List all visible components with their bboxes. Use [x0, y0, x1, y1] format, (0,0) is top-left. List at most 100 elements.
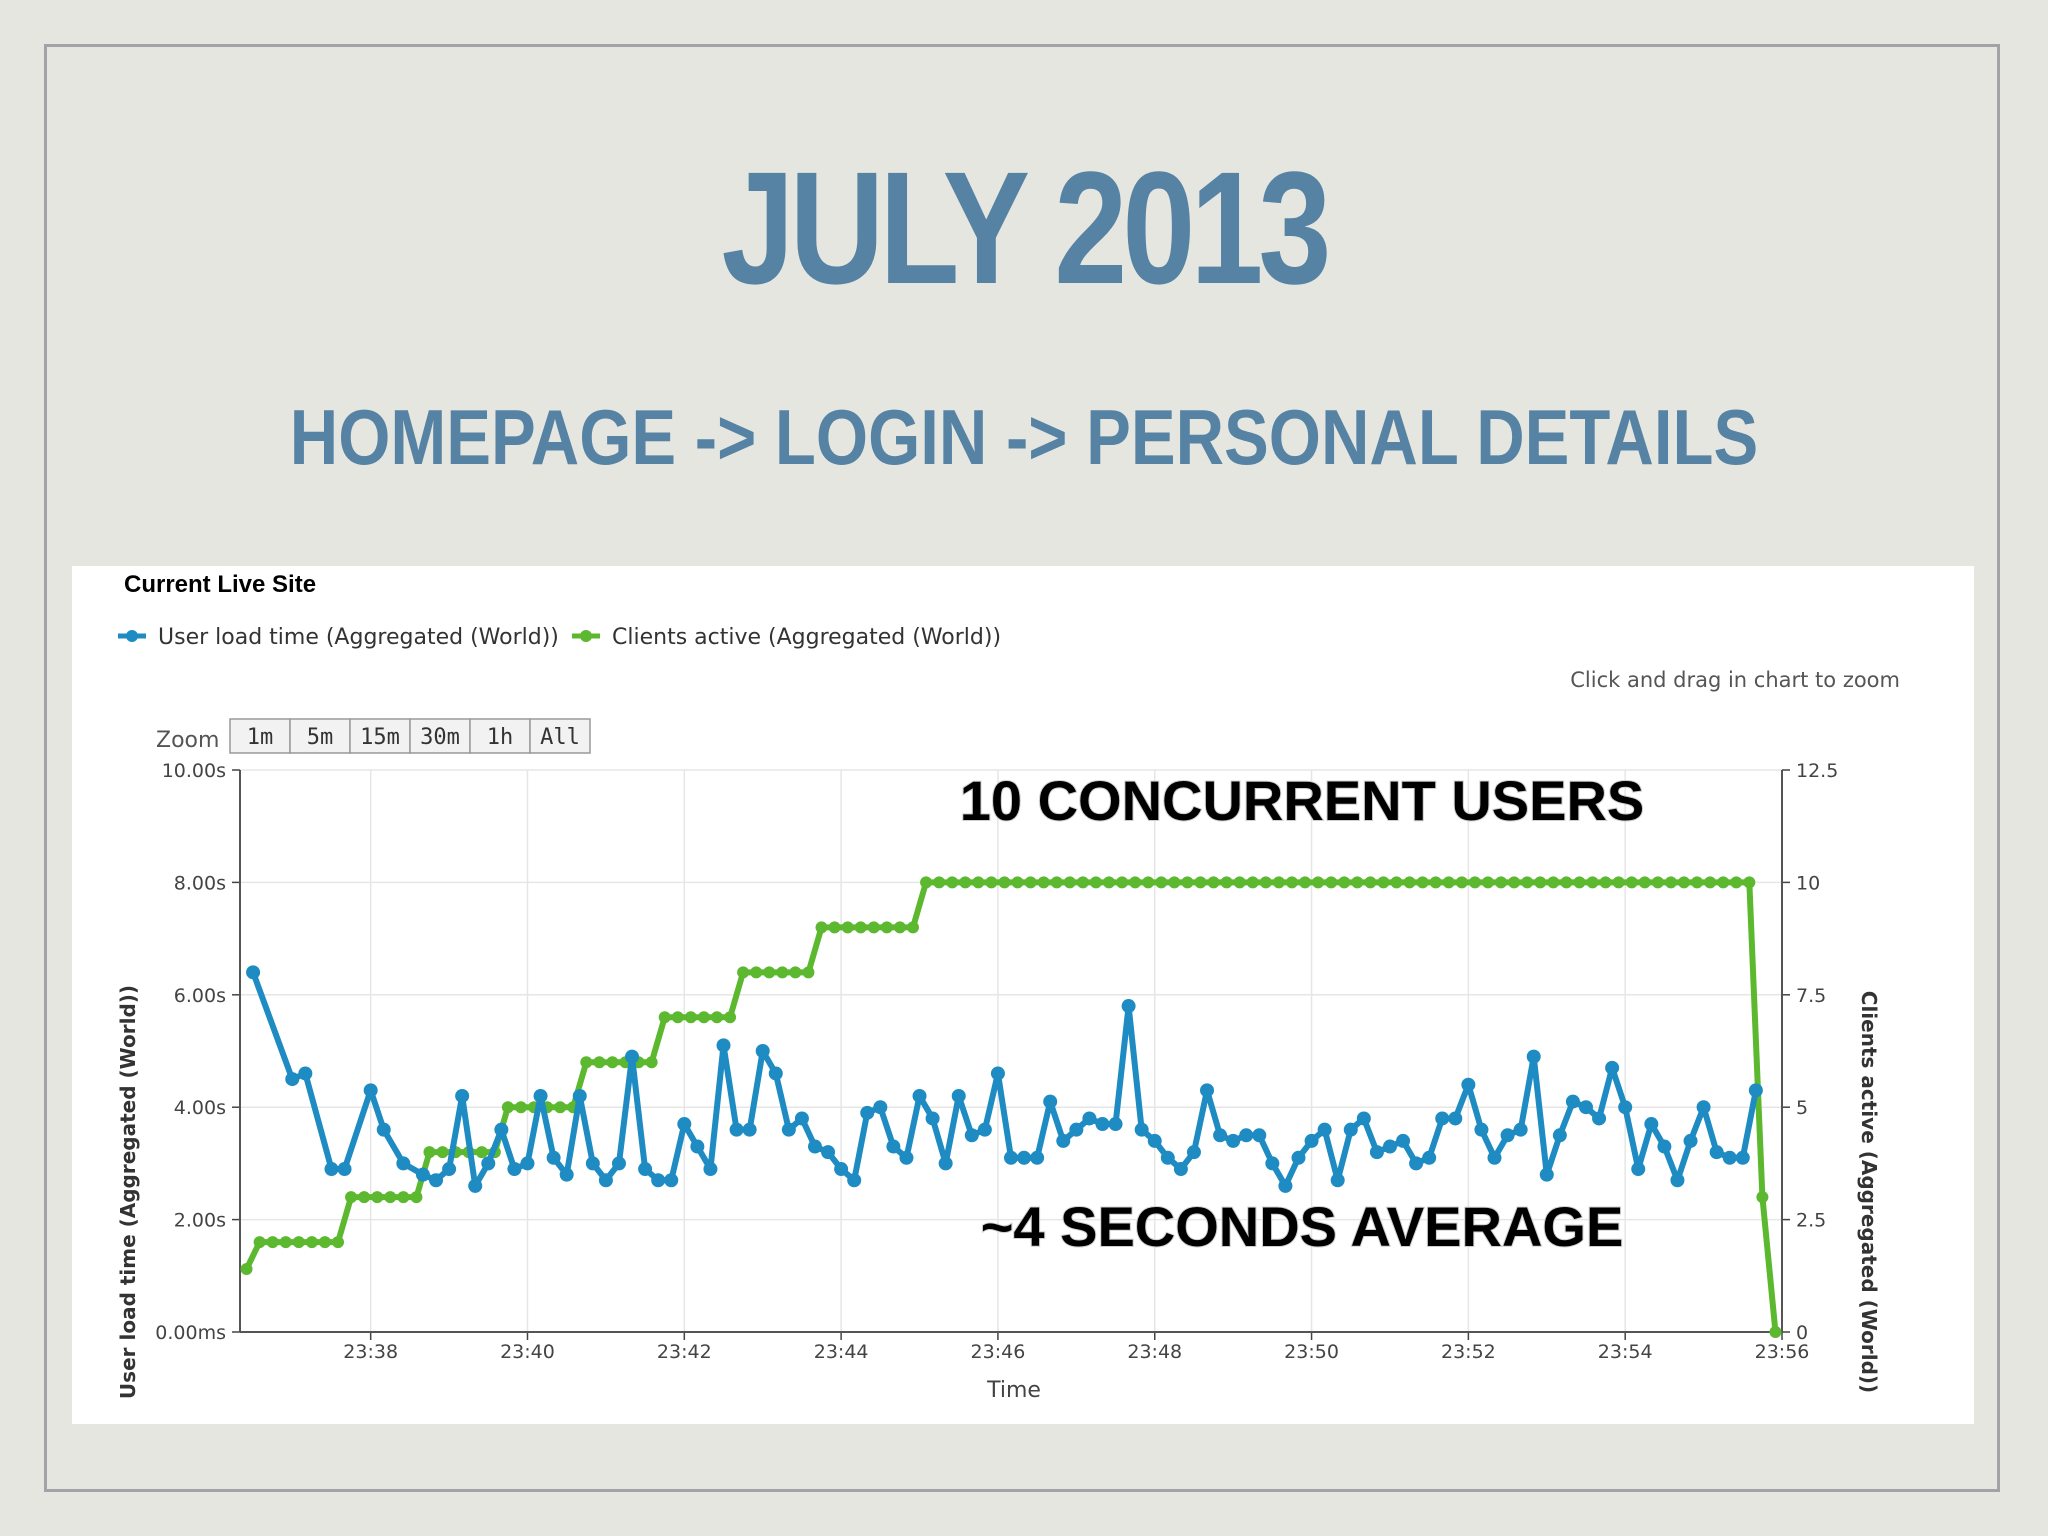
load-time-point [1330, 1173, 1345, 1188]
clients-active-point [1573, 876, 1586, 889]
clients-active-point [776, 966, 789, 979]
load-time-point [1605, 1060, 1620, 1075]
load-time-point [1108, 1117, 1123, 1132]
y-left-tick-label: 0.00ms [155, 1322, 226, 1344]
legend-clients[interactable]: Clients active (Aggregated (World)) [572, 625, 1001, 650]
zoom-hint: Click and drag in chart to zoom [1570, 668, 1900, 692]
clients-active-point [345, 1191, 358, 1204]
zoom-button-bg [229, 718, 291, 754]
clients-active-point [1534, 876, 1547, 889]
clients-active-point [240, 1263, 253, 1276]
zoom-button-30m[interactable]: 30m [409, 718, 471, 754]
clients-active-point [1194, 876, 1207, 889]
clients-active-point [1142, 876, 1155, 889]
x-tick-label: 23:44 [814, 1341, 869, 1363]
load-time-point [1422, 1150, 1437, 1165]
load-time-point [977, 1122, 992, 1137]
y-left-tick-label: 8.00s [174, 872, 226, 894]
annotation-average: ~4 SECONDS AVERAGE [981, 1195, 1624, 1258]
load-time-point [507, 1162, 522, 1177]
load-time-point [1239, 1128, 1254, 1143]
legend-clients-label: Clients active (Aggregated (World)) [612, 625, 1001, 650]
x-axis-title: Time [986, 1378, 1041, 1403]
zoom-button-1h[interactable]: 1h [469, 718, 531, 754]
zoom-button-group: 1m 5m 15m 30m 1h All [229, 718, 591, 754]
load-time-point [1709, 1145, 1724, 1160]
load-time-point [1186, 1145, 1201, 1160]
load-time-point [1343, 1122, 1358, 1137]
load-time-point [1500, 1128, 1515, 1143]
clients-active-point [332, 1236, 345, 1249]
clients-active-point [1103, 876, 1116, 889]
clients-active-point [671, 1011, 684, 1024]
zoom-button-15m[interactable]: 15m [349, 718, 411, 754]
load-time-point [729, 1122, 744, 1137]
clients-active-point [985, 876, 998, 889]
clients-active-point [1338, 876, 1351, 889]
y-right-tick-label: 2.5 [1796, 1210, 1826, 1232]
load-time-point [442, 1162, 457, 1177]
clients-active-point [1181, 876, 1194, 889]
x-tick-label: 23:50 [1284, 1341, 1339, 1363]
slide-subtitle: HOMEPAGE -> LOGIN -> PERSONAL DETAILS [289, 393, 1759, 481]
zoom-button-1m[interactable]: 1m [229, 718, 291, 754]
load-time-point [585, 1156, 600, 1171]
zoom-button-5m[interactable]: 5m [289, 718, 351, 754]
clients-active-point [1625, 876, 1638, 889]
clients-active-point [358, 1191, 371, 1204]
load-time-point [794, 1111, 809, 1126]
clients-active-point [1011, 876, 1024, 889]
load-time-point [572, 1088, 587, 1103]
load-time-point [1578, 1100, 1593, 1115]
clients-active-point [946, 876, 959, 889]
load-time-point [481, 1156, 496, 1171]
zoom-button-label: 1h [487, 725, 514, 750]
clients-active-point [593, 1056, 606, 1069]
clients-active-point [266, 1236, 279, 1249]
load-time-point [768, 1066, 783, 1081]
clients-active-point [737, 966, 750, 979]
clients-active-point [606, 1056, 619, 1069]
clients-active-point [279, 1236, 292, 1249]
legend-load-marker [126, 630, 138, 642]
load-time-point [1082, 1111, 1097, 1126]
clients-active-point [684, 1011, 697, 1024]
clients-active-point [410, 1191, 423, 1204]
clients-active-point [1155, 876, 1168, 889]
chart-panel: Current Live Site User load time (Aggreg… [72, 566, 1974, 1424]
chart-svg[interactable]: Current Live Site User load time (Aggreg… [72, 566, 1974, 1424]
y-axis-right-title: Clients active (Aggregated (World)) [1857, 991, 1881, 1393]
zoom-label: Zoom [156, 728, 219, 753]
clients-active-point [1677, 876, 1690, 889]
load-time-point [807, 1139, 822, 1154]
clients-active-point [501, 1101, 514, 1114]
zoom-button-label: 1m [247, 725, 274, 750]
clients-active-point [292, 1236, 305, 1249]
zoom-button-all[interactable]: All [529, 718, 591, 754]
clients-active-point [1089, 876, 1102, 889]
clients-active-point [1743, 876, 1756, 889]
load-time-point [964, 1128, 979, 1143]
clients-active-point [815, 921, 828, 934]
load-time-point [951, 1088, 966, 1103]
clients-active-point [1325, 876, 1338, 889]
load-time-point [1683, 1133, 1698, 1148]
load-time-point [1592, 1111, 1607, 1126]
legend-load-time[interactable]: User load time (Aggregated (World)) [118, 625, 559, 650]
load-time-point [755, 1044, 770, 1058]
clients-active-point [906, 921, 919, 934]
clients-active-point [1599, 876, 1612, 889]
load-time-point [396, 1156, 411, 1171]
clients-active-point [436, 1146, 449, 1159]
clients-active-point [554, 1101, 567, 1114]
load-time-point [1552, 1128, 1567, 1143]
clients-active-point [1730, 876, 1743, 889]
load-time-point [298, 1066, 313, 1081]
load-time-point [1487, 1150, 1502, 1165]
load-time-point [1356, 1111, 1371, 1126]
clients-active-point [1455, 876, 1468, 889]
clients-active-point [867, 921, 880, 934]
clients-active-point [893, 921, 906, 934]
clients-active-point [1481, 876, 1494, 889]
x-tick-label: 23:40 [500, 1341, 555, 1363]
